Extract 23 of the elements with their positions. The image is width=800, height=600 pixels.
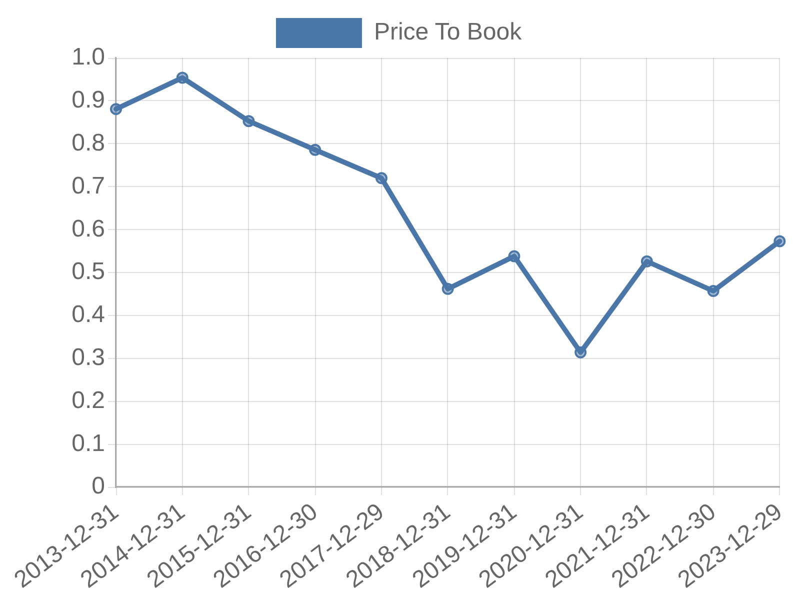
point bbox=[242, 115, 255, 128]
point bbox=[176, 72, 188, 84]
point bbox=[442, 282, 454, 295]
point bbox=[707, 285, 720, 298]
y-tick-label: 1.0 bbox=[72, 44, 105, 71]
legend-label: Price To Book bbox=[374, 18, 523, 46]
point bbox=[774, 235, 786, 248]
point bbox=[309, 144, 322, 156]
y-tick-label: 0.2 bbox=[72, 386, 105, 414]
point bbox=[375, 172, 388, 184]
y-tick-label: 0.4 bbox=[72, 301, 105, 328]
y-tick-label: 0.7 bbox=[72, 172, 105, 200]
point bbox=[640, 255, 653, 268]
point bbox=[508, 250, 520, 262]
y-tick-label: 0.8 bbox=[72, 129, 105, 156]
point bbox=[574, 346, 587, 358]
y-tick-label: 0.9 bbox=[72, 86, 105, 114]
y-tick-label: 0.6 bbox=[72, 215, 105, 242]
y-tick-label: 0.1 bbox=[72, 430, 105, 457]
y-tick-label: 0 bbox=[92, 472, 105, 500]
y-tick-label: 0.5 bbox=[72, 258, 105, 286]
y-tick-label: 0.3 bbox=[72, 344, 105, 372]
point bbox=[110, 103, 122, 116]
